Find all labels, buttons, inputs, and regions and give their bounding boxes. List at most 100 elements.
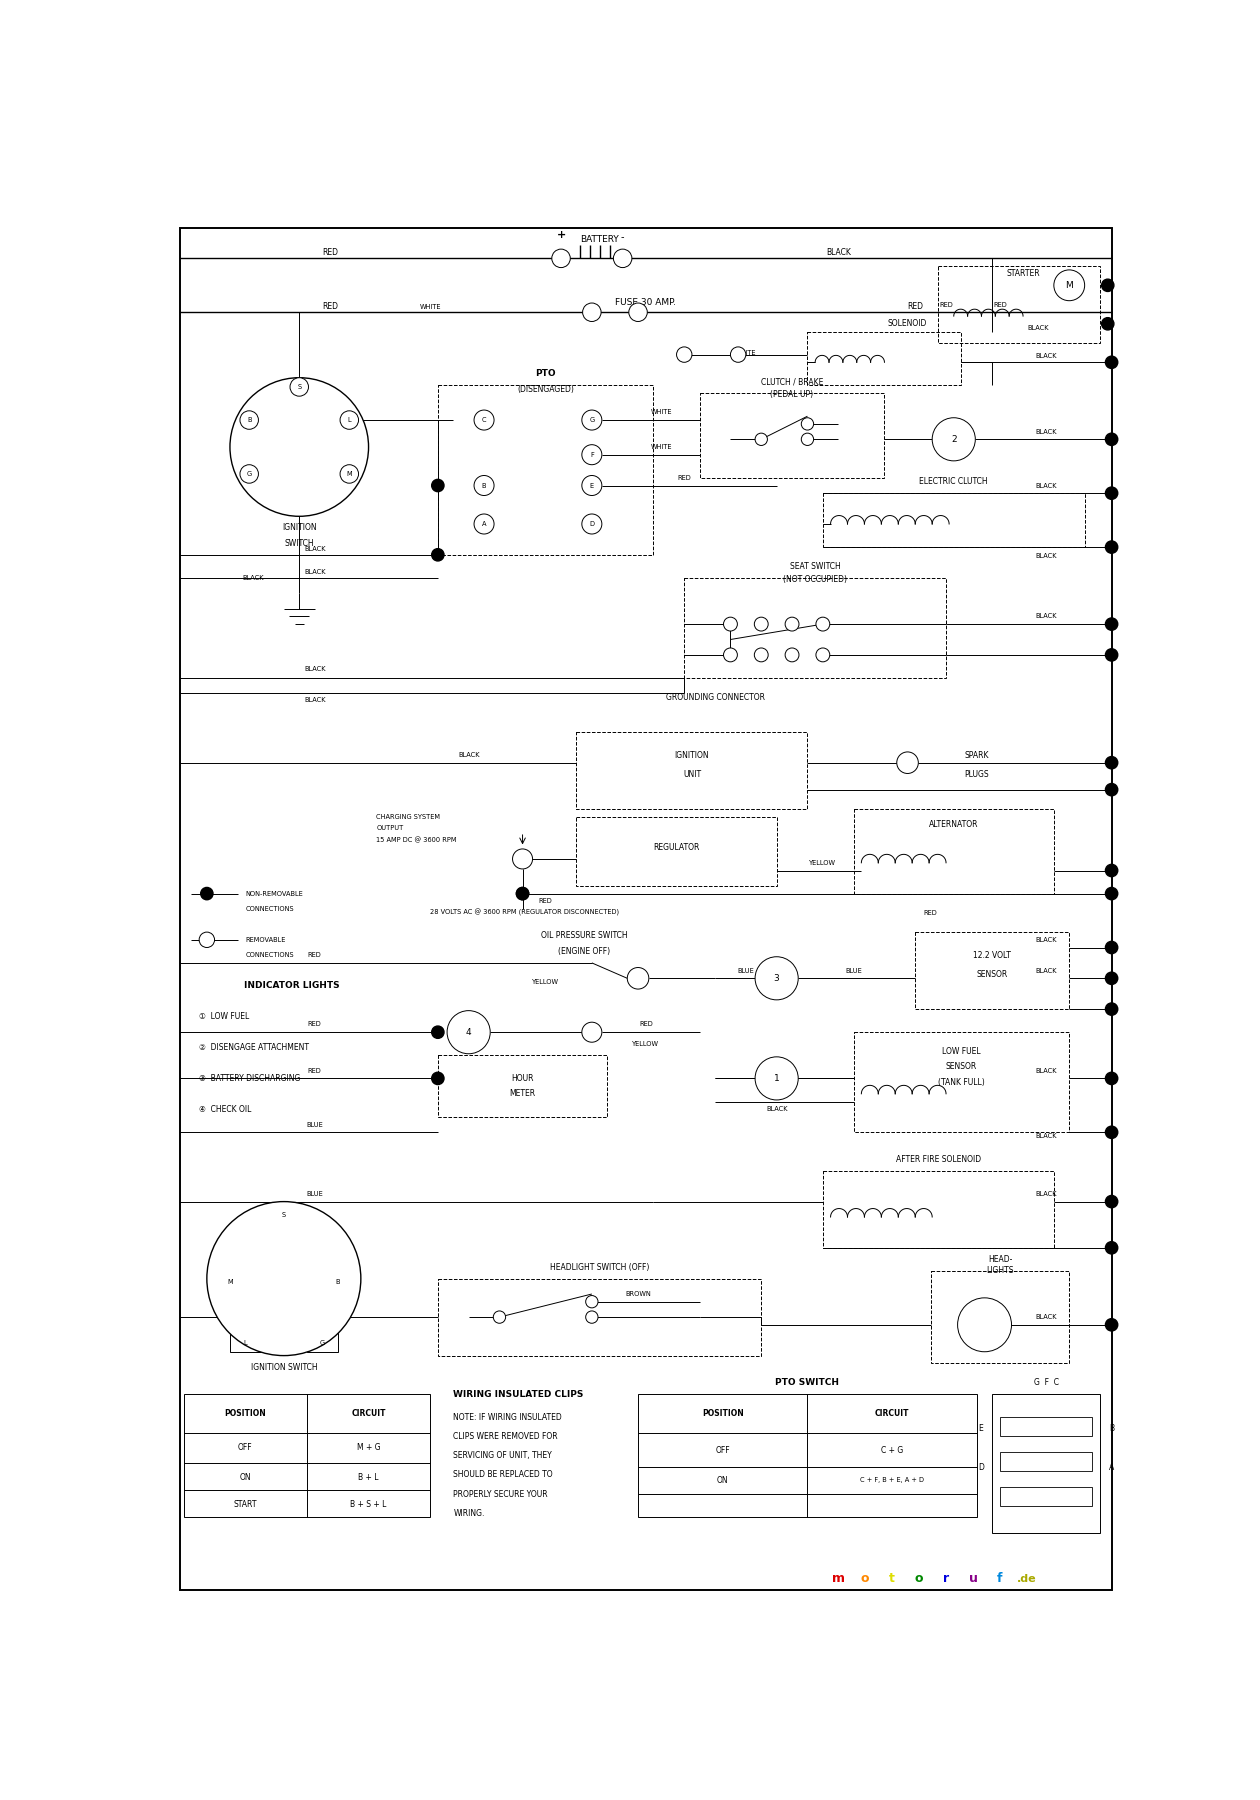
Bar [823,1170,1053,1247]
Text: BLACK: BLACK [1036,1192,1057,1197]
Text: B: B [481,482,486,488]
Text: CONNECTIONS: CONNECTIONS [246,905,294,913]
Circle shape [1105,1073,1118,1085]
Text: WIRING.: WIRING. [454,1508,485,1517]
Text: BLACK: BLACK [1036,1134,1057,1139]
Text: FUSE 30 AMP.: FUSE 30 AMP. [615,297,677,306]
Circle shape [447,1010,490,1053]
Text: u: u [969,1573,978,1586]
Text: SENSOR: SENSOR [946,1062,976,1071]
Text: INDICATOR LIGHTS: INDICATOR LIGHTS [243,981,339,990]
Circle shape [239,410,258,428]
Text: OUTPUT: OUTPUT [377,824,403,832]
Bar [438,1278,761,1355]
Text: G: G [247,472,252,477]
Text: BLUE: BLUE [845,968,862,974]
Bar [576,817,776,886]
Text: B + L: B + L [358,1472,379,1481]
Text: L: L [348,418,352,423]
Bar [931,1271,1070,1363]
Text: RED: RED [307,1022,321,1028]
Circle shape [1105,1242,1118,1255]
Circle shape [582,302,601,322]
Bar [438,1055,607,1116]
Circle shape [432,1073,444,1085]
Text: SERVICING OF UNIT, THEY: SERVICING OF UNIT, THEY [454,1451,552,1460]
Text: B: B [1109,1424,1114,1433]
Text: SPARK: SPARK [965,751,989,760]
Text: OFF: OFF [238,1444,253,1453]
Text: A: A [481,520,486,527]
Bar [992,1395,1100,1534]
Text: (TANK FULL): (TANK FULL) [939,1078,985,1087]
Text: OFF: OFF [716,1445,730,1454]
Text: BLACK: BLACK [1036,936,1057,943]
Circle shape [474,410,494,430]
Text: L: L [243,1339,247,1346]
Text: (DISENGAGED): (DISENGAGED) [517,385,575,394]
Text: START: START [233,1499,257,1508]
Text: BLACK: BLACK [766,1107,788,1112]
Text: HEAD-: HEAD- [988,1255,1012,1264]
Circle shape [1101,279,1114,292]
Text: RED: RED [307,1067,321,1073]
Text: CLUTCH / BRAKE: CLUTCH / BRAKE [761,376,823,385]
Text: B: B [247,418,252,423]
Text: LIGHTS: LIGHTS [987,1267,1014,1276]
Circle shape [493,1310,505,1323]
Circle shape [432,1026,444,1039]
Bar [307,1332,338,1352]
Circle shape [614,248,631,268]
Text: BLACK: BLACK [1036,428,1057,434]
Circle shape [755,434,767,445]
Text: CLIPS WERE REMOVED FOR: CLIPS WERE REMOVED FOR [454,1433,558,1442]
Text: HEADLIGHT SWITCH (OFF): HEADLIGHT SWITCH (OFF) [549,1262,649,1271]
Text: C + F, B + E, A + D: C + F, B + E, A + D [861,1478,924,1483]
Text: RED: RED [678,475,692,481]
Circle shape [586,1296,598,1309]
Text: BLACK: BLACK [457,752,479,758]
Text: WHITE: WHITE [420,304,441,310]
Circle shape [199,932,214,947]
Text: CIRCUIT: CIRCUIT [352,1409,386,1418]
Text: ORANGE: ORANGE [301,1307,329,1312]
Text: BLACK: BLACK [825,248,851,257]
Text: WHITE: WHITE [650,445,672,450]
Bar [268,1206,300,1224]
Text: ②  DISENGAGE ATTACHMENT: ② DISENGAGE ATTACHMENT [199,1044,309,1051]
Text: E: E [590,482,593,488]
Circle shape [474,475,494,495]
Text: E: E [978,1424,983,1433]
Circle shape [1105,356,1118,369]
Text: BLACK: BLACK [1036,353,1057,360]
Bar [438,385,654,554]
Circle shape [513,850,533,869]
Circle shape [1105,783,1118,796]
Text: SENSOR: SENSOR [976,970,1008,979]
Text: PTO: PTO [536,369,556,378]
Circle shape [932,418,975,461]
Text: RED: RED [907,302,924,311]
Text: YELLOW: YELLOW [809,860,837,866]
Text: BLUE: BLUE [306,1192,323,1197]
Text: BLACK: BLACK [1036,553,1057,560]
Text: -: - [621,232,625,243]
Text: G: G [590,418,595,423]
Text: BLACK: BLACK [1036,1314,1057,1319]
Circle shape [229,378,368,517]
Circle shape [474,515,494,535]
Text: BLACK: BLACK [1036,1067,1057,1073]
Text: SWITCH: SWITCH [285,538,314,547]
Text: S: S [297,383,301,391]
Circle shape [677,347,692,362]
Text: BLACK: BLACK [1036,614,1057,619]
Text: B: B [335,1280,340,1285]
Text: BLACK: BLACK [242,574,263,581]
Text: G  F  C: G F C [1033,1379,1058,1388]
Text: LOW FUEL: LOW FUEL [942,1048,980,1057]
Circle shape [1105,1319,1118,1330]
Circle shape [755,617,769,632]
Circle shape [723,617,737,632]
Text: 2: 2 [951,436,956,445]
Text: PLUGS: PLUGS [965,770,989,779]
